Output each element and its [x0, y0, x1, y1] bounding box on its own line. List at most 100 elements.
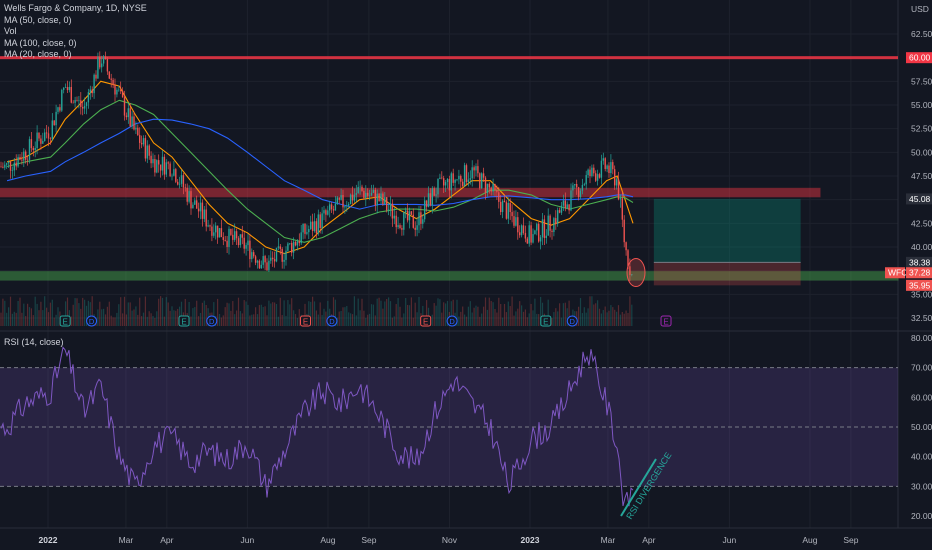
volume-bar [598, 308, 601, 326]
volume-bar [289, 304, 291, 326]
volume-bar [160, 296, 162, 326]
volume-bar [247, 304, 249, 326]
volume-bar [412, 317, 414, 326]
candle-body [327, 210, 329, 215]
candle-body [91, 89, 93, 94]
legend-ma20[interactable]: MA (20, close, 0) [4, 49, 72, 59]
volume-bar [528, 313, 530, 326]
candle-body [484, 177, 487, 193]
volume-bar [312, 296, 314, 326]
earnings-marker [540, 315, 552, 327]
time-tick-label: Mar [119, 535, 134, 545]
candle-body [539, 237, 542, 242]
candle-body [615, 179, 618, 186]
candle-body [203, 209, 205, 219]
time-tick-label: Sep [843, 535, 858, 545]
candle-body [543, 219, 546, 239]
candle-body [488, 183, 490, 188]
candle-body [600, 160, 603, 178]
candle-body [101, 63, 103, 68]
volume-bar [226, 302, 228, 326]
volume-bar [338, 311, 340, 326]
volume-bar [133, 309, 135, 326]
volume-bar [353, 296, 355, 326]
volume-bar [555, 308, 557, 326]
time-tick-label: Aug [320, 535, 335, 545]
volume-bar [70, 316, 72, 326]
candle-body [315, 221, 318, 234]
candle-body [596, 174, 599, 181]
candle-body [587, 169, 589, 176]
volume-bar [519, 301, 521, 326]
volume-bar [600, 313, 602, 326]
candle-body [610, 162, 612, 174]
legend-ma50[interactable]: MA (50, close, 0) [4, 14, 72, 25]
volume-bar [17, 300, 19, 326]
volume-bar [619, 314, 621, 326]
volume-bar [199, 312, 202, 326]
time-tick-label: 2023 [521, 535, 540, 545]
candle-body [427, 193, 430, 207]
candle-body [78, 100, 80, 101]
candle-body [74, 100, 76, 103]
candle-body [72, 102, 74, 104]
candle-body [135, 127, 137, 130]
candle-body [148, 145, 150, 156]
candle-body [61, 89, 63, 111]
volume-bar [293, 310, 295, 326]
candle-body [425, 200, 428, 207]
volume-bar [120, 297, 122, 326]
candle-body [583, 184, 585, 186]
volume-bar [405, 298, 407, 326]
earnings-marker [59, 315, 71, 327]
candle-body [70, 86, 72, 103]
candle-body [452, 173, 454, 183]
candle-body [215, 225, 217, 233]
candle-body [501, 200, 504, 213]
candle-body [156, 160, 158, 173]
volume-bar [483, 306, 485, 326]
candle-body [171, 175, 173, 177]
candle-body [424, 200, 426, 220]
legend-vol[interactable]: Vol [4, 26, 17, 36]
candle-body [595, 173, 597, 181]
candle-body [515, 217, 517, 226]
time-tick-label: Jun [723, 535, 737, 545]
volume-bar [564, 302, 566, 326]
volume-bar [131, 310, 133, 326]
candle-body [291, 243, 293, 253]
volume-bar [625, 310, 627, 326]
volume-bar [27, 303, 29, 326]
candle-body [370, 192, 373, 196]
chart-title[interactable]: Wells Fargo & Company, 1D, NYSE [4, 3, 147, 13]
candle-body [220, 228, 223, 238]
time-tick-label: Aug [802, 535, 817, 545]
price-tick-label: 42.50 [911, 218, 932, 228]
volume-bar [137, 314, 139, 326]
candle-body [629, 266, 631, 275]
candle-body [619, 198, 622, 200]
volume-bar [460, 311, 462, 326]
volume-bar [49, 302, 51, 326]
earnings-marker [300, 315, 312, 327]
volume-bar [374, 315, 376, 326]
candle-body [218, 228, 221, 238]
volume-bar [104, 314, 107, 326]
event-markers[interactable]: E E E E E ED D D D D [59, 315, 672, 327]
volume-bar [294, 314, 297, 326]
volume-bar [165, 297, 167, 326]
volume-bar [467, 306, 469, 326]
candle-body [63, 87, 65, 90]
rsi-legend[interactable]: RSI (14, close) [4, 337, 64, 347]
legend-ma100[interactable]: MA (100, close, 0) [4, 37, 77, 48]
candle-body [367, 192, 369, 196]
candle-body [197, 208, 200, 212]
candle-body [102, 56, 105, 64]
volume-bar [363, 310, 365, 326]
volume-bar [313, 301, 316, 326]
volume-bar [629, 296, 631, 326]
long-position-tool[interactable] [653, 198, 801, 286]
candle-body [275, 247, 278, 262]
volume-bar [194, 307, 196, 326]
